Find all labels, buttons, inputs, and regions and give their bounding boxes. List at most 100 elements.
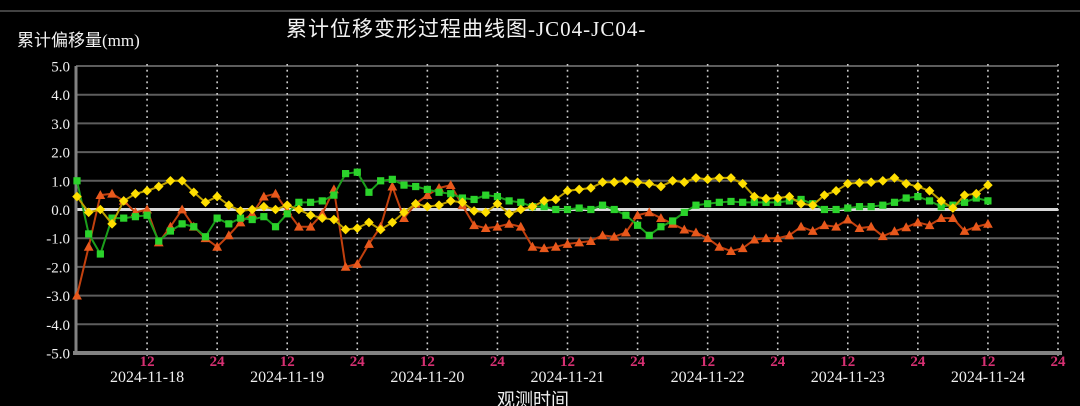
yellow-diamond-series-marker: [667, 176, 678, 186]
green-square-series-marker: [645, 231, 653, 239]
yellow-diamond-series-marker: [749, 191, 760, 202]
green-square-series-marker: [412, 182, 420, 191]
orange-triangle-series-marker: [574, 237, 585, 247]
green-square-series-marker: [248, 215, 256, 224]
yellow-diamond-series-marker: [609, 177, 620, 188]
green-square-series-marker: [890, 198, 899, 206]
green-square-series-marker: [540, 203, 548, 211]
yellow-diamond-series-marker: [983, 180, 993, 190]
yellow-diamond-series-marker: [95, 204, 106, 215]
orange-triangle-series-marker: [585, 236, 596, 245]
orange-triangle-series-marker: [947, 213, 958, 223]
yellow-diamond-series-marker: [737, 178, 748, 189]
y-tick-label: -2.0: [46, 260, 70, 276]
green-square-series-marker: [143, 211, 151, 219]
y-axis-line: [74, 66, 78, 354]
green-square-series-marker: [587, 205, 595, 214]
green-square-series-marker: [213, 214, 221, 222]
yellow-diamond-series-marker: [959, 190, 970, 200]
orange-triangle-series-marker: [761, 233, 771, 243]
orange-triangle-series-marker: [562, 238, 573, 248]
y-tick-label: 5.0: [51, 60, 70, 76]
green-square-series-marker: [937, 203, 945, 211]
yellow-diamond-series-marker: [375, 224, 386, 235]
x-tick-date: 2024-11-23: [811, 369, 885, 386]
x-tick-date: 2024-11-18: [110, 369, 184, 386]
orange-triangle-series-marker: [679, 224, 690, 234]
yellow-diamond-series-marker: [971, 188, 982, 199]
yellow-diamond-series-marker: [72, 191, 82, 202]
x-tick-hour-12: 12: [980, 354, 995, 370]
yellow-diamond-series-marker: [691, 173, 701, 183]
yellow-diamond-series-marker: [329, 214, 339, 225]
orange-triangle-series-marker: [959, 226, 970, 235]
x-tick-hour-12: 12: [840, 354, 855, 370]
orange-triangle-series-marker: [72, 290, 82, 300]
orange-triangle-series-marker: [807, 226, 818, 235]
yellow-diamond-series-marker: [597, 177, 608, 188]
green-square-series-marker: [692, 201, 700, 209]
green-square-series-marker: [832, 205, 840, 214]
orange-triangle-series-marker: [515, 221, 526, 231]
x-axis-title: 观测时间: [497, 390, 569, 406]
yellow-diamond-series-marker: [270, 204, 281, 215]
yellow-diamond-series-marker: [632, 177, 643, 188]
green-square-series-marker: [225, 220, 233, 228]
x-tick-hour-12: 12: [700, 354, 715, 370]
green-square-series-marker: [201, 233, 210, 241]
orange-triangle-series-marker: [95, 190, 106, 200]
orange-triangle-series-marker: [796, 221, 806, 231]
yellow-diamond-series-marker: [434, 200, 444, 210]
y-tick-label: 0.0: [51, 203, 70, 219]
green-square-series-marker: [400, 181, 408, 189]
green-square-series-marker: [190, 223, 198, 231]
orange-triangle-series-marker: [527, 241, 538, 251]
orange-triangle-series-marker: [644, 207, 655, 217]
yellow-diamond-series-marker: [819, 190, 830, 200]
green-square-series-marker: [96, 250, 104, 258]
yellow-diamond-series-marker: [83, 207, 94, 218]
green-square-series-marker: [131, 213, 139, 221]
orange-triangle-series-marker: [107, 188, 117, 198]
yellow-diamond-series-marker: [352, 223, 363, 233]
yellow-diamond-series-marker: [621, 176, 631, 186]
orange-triangle-series-marker: [212, 241, 223, 251]
yellow-diamond-series-marker: [165, 176, 176, 186]
yellow-diamond-series-marker: [445, 196, 456, 206]
green-square-series-marker: [178, 220, 186, 228]
orange-triangle-series-marker: [702, 233, 713, 243]
orange-triangle-series-marker: [772, 233, 783, 243]
yellow-diamond-series-marker: [761, 193, 771, 204]
orange-triangle-series-marker: [632, 210, 643, 220]
yellow-diamond-series-marker: [118, 196, 129, 206]
green-square-series-marker: [622, 211, 630, 219]
green-square-series-marker: [879, 201, 887, 209]
x-tick-hour-12: 12: [420, 354, 435, 370]
yellow-diamond-series-marker: [142, 186, 152, 196]
orange-triangle-series-marker: [889, 226, 900, 236]
orange-triangle-series-marker: [912, 217, 923, 227]
yellow-diamond-series-marker: [107, 219, 117, 229]
orange-triangle-series-marker: [784, 230, 795, 240]
x-tick-hour-12: 12: [280, 354, 295, 370]
green-square-series-marker: [867, 203, 875, 211]
green-square-series-marker: [820, 205, 829, 214]
green-square-series-marker: [680, 208, 688, 216]
yellow-diamond-series-marker: [294, 204, 304, 215]
green-square-series-marker: [342, 170, 350, 178]
orange-triangle-series-marker: [714, 241, 725, 251]
orange-triangle-series-marker: [877, 231, 888, 241]
chart-title: 累计位移变形过程曲线图-JC04-JC04-: [286, 17, 647, 41]
yellow-diamond-series-marker: [422, 201, 433, 212]
x-tick-hour-24: 24: [910, 354, 926, 370]
orange-triangle-series-marker: [83, 241, 94, 251]
yellow-diamond-series-marker: [364, 217, 374, 228]
orange-triangle-series-marker: [142, 204, 152, 214]
x-tick-hour-24: 24: [770, 354, 786, 370]
orange-triangle-series-marker: [270, 188, 281, 198]
green-square-series-marker: [914, 192, 922, 201]
green-square-series-marker: [598, 201, 607, 209]
yellow-diamond-series-marker: [936, 196, 947, 206]
yellow-diamond-series-marker: [177, 176, 187, 186]
orange-triangle-series-marker: [340, 261, 351, 271]
